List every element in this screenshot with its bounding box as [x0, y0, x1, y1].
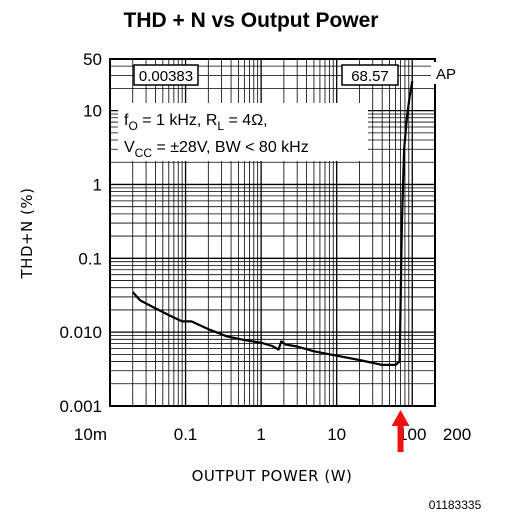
y-tick-labels: 0.001 0.010 0.1 1 10 50	[59, 50, 102, 416]
red-marker-arrow	[391, 410, 410, 452]
x-tick-label: 10	[327, 425, 346, 444]
readout-left-box	[133, 64, 199, 86]
y-axis-label: THD+N (%)	[18, 187, 36, 279]
series-layer	[131, 81, 414, 366]
conditions-background	[118, 103, 368, 161]
y-tick-label: 0.1	[78, 249, 102, 268]
x-tick-label: 0.1	[174, 425, 198, 444]
y-tick-label: 10	[83, 102, 102, 121]
chart-title: THD + N vs Output Power	[124, 9, 379, 32]
y-tick-label: 0.010	[59, 323, 102, 342]
y-tick-label: 1	[93, 175, 102, 194]
thd-curve	[131, 81, 414, 366]
x-tick-labels: 10m 0.1 1 10 100 200	[74, 425, 471, 444]
x-tick-label: 10m	[74, 425, 107, 444]
readout-right-box	[341, 64, 399, 86]
y-tick-label: 50	[83, 50, 102, 69]
x-tick-label: 200	[443, 425, 471, 444]
x-axis-label: OUTPUT POWER (W)	[192, 467, 353, 485]
conditions-line-1: fO = 1 kHz, RL = 4Ω,	[124, 112, 268, 133]
readout-right-value: 68.57	[351, 68, 389, 85]
readout-left-value: 0.00383	[139, 68, 193, 85]
y-tick-label: 0.001	[59, 397, 102, 416]
x-tick-label: 100	[398, 425, 426, 444]
ap-logo: AP	[436, 66, 456, 83]
figure-id: 01183335	[429, 498, 482, 512]
ap-logo-box	[431, 62, 461, 84]
conditions-line-2: VCC = ±28V, BW < 80 kHz	[124, 139, 309, 160]
plot-frame	[109, 58, 436, 407]
x-tick-label: 1	[256, 425, 265, 444]
arrow-shape	[391, 410, 410, 452]
